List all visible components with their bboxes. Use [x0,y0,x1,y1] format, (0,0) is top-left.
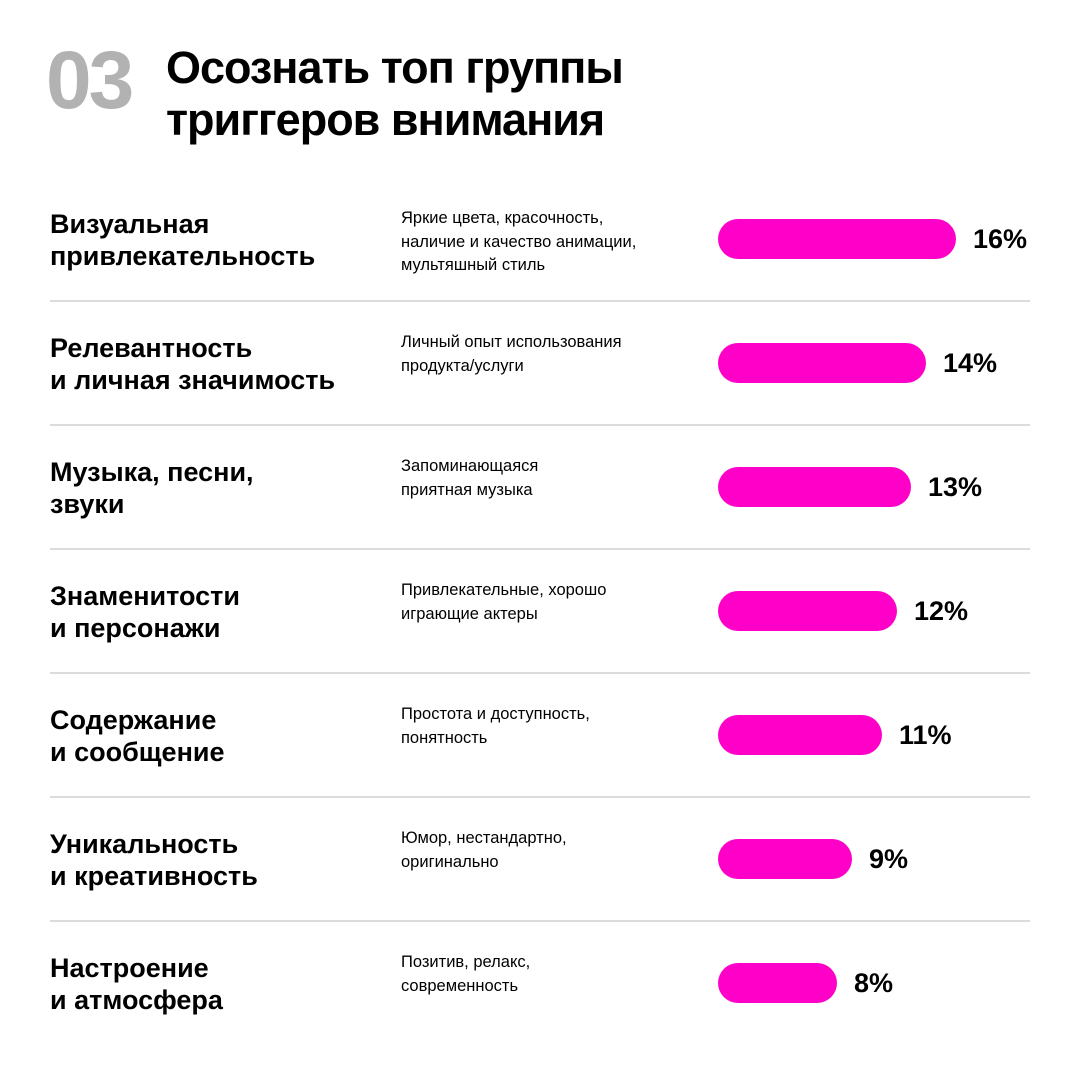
table-row: Настроение и атмосфера Позитив, релакс, с… [50,922,1030,1046]
value-bar [718,591,897,631]
value-label: 13% [928,472,983,502]
row-divider [50,672,1030,674]
category-description: Привлекательные, хорошо играющие актеры [401,581,607,623]
category-label: Содержание и сообщение [50,705,225,767]
category-description: Простота и доступность, понятность [401,705,590,747]
category-label: Знаменитости и персонажи [50,581,240,643]
page-title: Осознать топ группы триггеров внимания [166,42,624,145]
category-label: Визуальная привлекательность [50,209,316,271]
category-label: Настроение и атмосфера [50,953,223,1015]
value-label: 12% [914,596,969,626]
category-description: Юмор, нестандартно, оригинально [401,829,567,871]
table-row: Знаменитости и персонажи Привлекательные,… [50,550,1030,674]
category-label: Релевантность и личная значимость [50,333,336,395]
row-divider [50,920,1030,922]
row-divider [50,424,1030,426]
category-description: Яркие цвета, красочность, наличие и каче… [401,209,637,274]
section-number: 03 [46,35,134,126]
value-label: 8% [854,968,894,998]
header: 03 Осознать топ группы триггеров внимани… [46,38,1036,148]
row-divider [50,548,1030,550]
row-divider [50,796,1030,798]
value-bar [718,467,911,507]
value-bar [718,219,956,259]
value-bar [718,963,837,1003]
table-row: Музыка, песни, звуки Запоминающаяся прият… [50,426,1030,550]
category-description: Личный опыт использования продукта/услуг… [401,333,622,375]
table-row: Содержание и сообщение Простота и доступн… [50,674,1030,798]
category-label: Музыка, песни, звуки [50,457,254,519]
value-bar [718,839,852,879]
value-label: 9% [869,844,909,874]
row-divider [50,300,1030,302]
category-description: Запоминающаяся приятная музыка [401,457,539,499]
value-label: 16% [973,224,1028,254]
value-bar [718,343,926,383]
category-label: Уникальность и креативность [50,829,258,891]
value-label: 11% [899,720,952,750]
table-row: Уникальность и креативность Юмор, нестанд… [50,798,1030,922]
category-description: Позитив, релакс, современность [401,953,531,995]
trigger-chart: Визуальная привлекательность Яркие цвета,… [50,178,1030,1046]
table-row: Визуальная привлекательность Яркие цвета,… [50,178,1030,302]
value-label: 14% [943,348,998,378]
value-bar [718,715,882,755]
table-row: Релевантность и личная значимость Личный … [50,302,1030,426]
